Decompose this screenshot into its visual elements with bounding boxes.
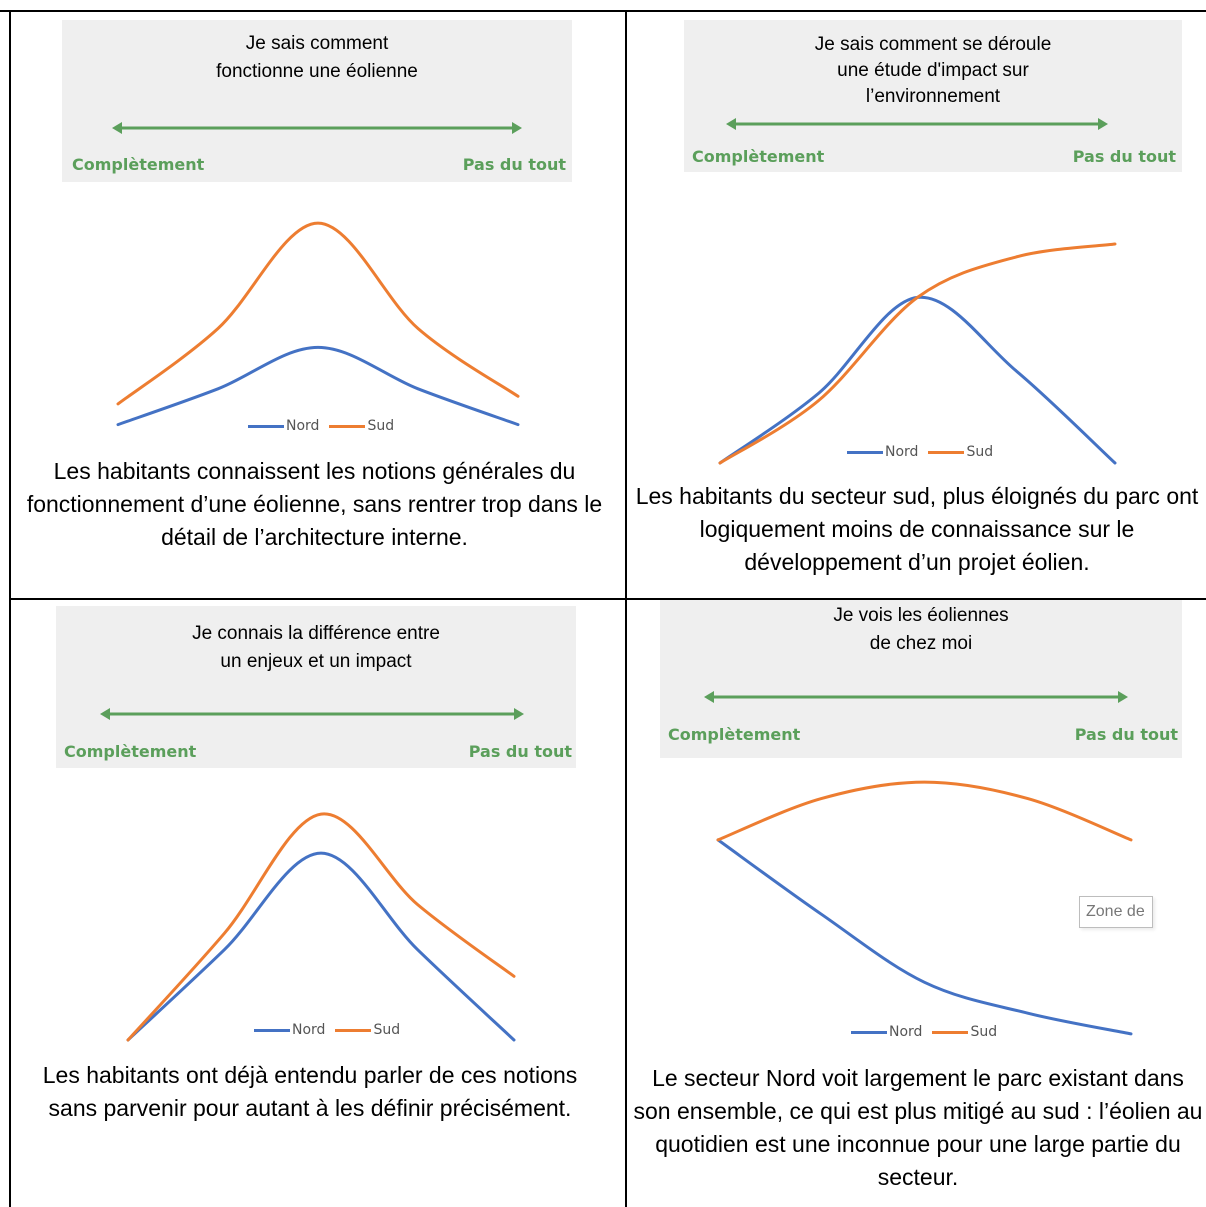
question-title: Je connais la différence entre un enjeux… — [192, 623, 440, 672]
caption: Les habitants du secteur sud, plus éloig… — [635, 483, 1199, 575]
series-line-sud — [716, 780, 1133, 842]
legend-nord-swatch — [254, 1028, 290, 1032]
scale-label-right: Pas du tout — [1074, 725, 1178, 744]
scale-arrow — [704, 691, 1128, 703]
scale-label-right: Pas du tout — [462, 155, 566, 174]
question-panel: Je connais la différence entre un enjeux… — [56, 606, 576, 768]
legend-nord: Nord — [851, 1024, 922, 1040]
chart-3 — [126, 812, 516, 1042]
series-line-sud — [718, 242, 1117, 465]
quadrant-4: Je vois les éoliennes de chez moi Complè… — [627, 600, 1206, 1207]
legend-sud-label: Sud — [367, 418, 395, 434]
legend-sud: Sud — [335, 1022, 400, 1038]
legend-nord-swatch — [248, 424, 284, 428]
question-title: Je sais comment se déroule une étude d'i… — [814, 34, 1052, 107]
legend-nord-label: Nord — [292, 1022, 326, 1038]
scale-arrow — [726, 118, 1108, 130]
legend-sud-swatch — [335, 1028, 372, 1032]
quadrant-1: Je sais comment fonctionne une éolienne … — [0, 0, 625, 600]
legend-sud: Sud — [928, 444, 993, 460]
series-line-sud — [116, 221, 520, 406]
question-title: Je sais comment fonctionne une éolienne — [216, 33, 418, 82]
scale-arrow — [112, 122, 522, 134]
scale-label-left: Complètement — [72, 155, 205, 174]
question-title: Je vois les éoliennes de chez moi — [833, 605, 1009, 654]
legend-sud: Sud — [932, 1024, 997, 1040]
legend-sud-label: Sud — [966, 444, 994, 460]
scale-arrow — [100, 708, 524, 720]
scale-label-right: Pas du tout — [1072, 147, 1176, 166]
series-line-nord — [116, 345, 520, 427]
chart-legend: Nord Sud — [847, 444, 993, 460]
legend-nord-label: Nord — [286, 418, 320, 434]
quadrant-3: Je connais la différence entre un enjeux… — [0, 600, 625, 1207]
chart-4 — [716, 780, 1133, 1036]
caption: Le secteur Nord voit largement le parc e… — [633, 1065, 1203, 1190]
scale-label-left: Complètement — [692, 147, 825, 166]
scale-label-left: Complètement — [668, 725, 801, 744]
series-line-nord — [126, 851, 516, 1042]
series-line-sud — [126, 812, 516, 1042]
legend-nord-swatch — [847, 450, 883, 454]
top-border — [0, 10, 1206, 12]
legend-nord: Nord — [847, 444, 918, 460]
legend-sud: Sud — [329, 418, 394, 434]
chart-legend: Nord Sud — [248, 418, 394, 434]
legend-nord-swatch — [851, 1030, 887, 1034]
legend-nord-label: Nord — [889, 1024, 923, 1040]
chart-1 — [116, 221, 520, 427]
left-border — [9, 10, 11, 1207]
quadrant-2: Je sais comment se déroule une étude d'i… — [627, 0, 1206, 600]
caption: Les habitants ont déjà entendu parler de… — [42, 1062, 578, 1121]
chart-legend: Nord Sud — [851, 1024, 997, 1040]
tooltip-zone: Zone de — [1079, 896, 1153, 928]
legend-nord: Nord — [254, 1022, 325, 1038]
legend-sud-swatch — [932, 1030, 969, 1034]
series-line-nord — [718, 295, 1117, 465]
question-panel: Je sais comment fonctionne une éolienne … — [62, 20, 572, 182]
question-panel: Je sais comment se déroule une étude d'i… — [684, 20, 1182, 172]
legend-sud-swatch — [928, 450, 965, 454]
middle-divider — [9, 598, 1206, 600]
legend-sud-label: Sud — [970, 1024, 998, 1040]
question-panel: Je vois les éoliennes de chez moi Complè… — [660, 600, 1182, 758]
legend-sud-swatch — [329, 424, 366, 428]
caption: Les habitants connaissent les notions gé… — [26, 458, 603, 550]
series-line-nord — [716, 838, 1133, 1036]
chart-2 — [718, 242, 1117, 465]
center-divider — [625, 10, 627, 1207]
chart-legend: Nord Sud — [254, 1022, 400, 1038]
legend-nord: Nord — [248, 418, 319, 434]
legend-sud-label: Sud — [373, 1022, 401, 1038]
scale-label-right: Pas du tout — [468, 742, 572, 761]
scale-label-left: Complètement — [64, 742, 197, 761]
legend-nord-label: Nord — [885, 444, 919, 460]
